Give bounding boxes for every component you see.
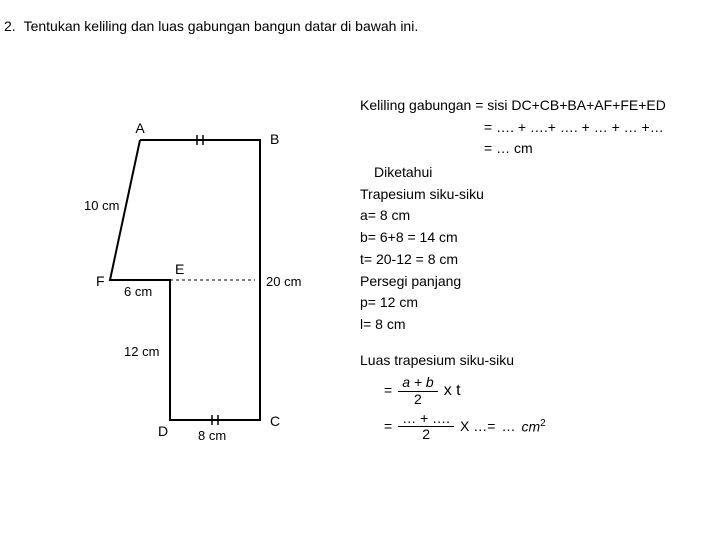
trapesium-heading: Trapesium siku-siku <box>360 184 710 206</box>
diagram-svg: A B C D E F 10 cm 6 cm 20 cm 12 cm 8 cm <box>70 130 330 490</box>
luas-heading: Luas trapesium siku-siku <box>360 350 710 372</box>
question-line: 2. Tentukan keliling dan luas gabungan b… <box>4 18 710 34</box>
question-text: Tentukan keliling dan luas gabungan bang… <box>24 18 419 34</box>
fraction-blank: … + …. 2 <box>398 411 454 443</box>
label-d: D <box>158 423 168 439</box>
luas-formula-1: = a + b 2 x t <box>360 375 710 407</box>
dim-bc-upper: 20 cm <box>266 274 301 289</box>
dim-ed-left: 12 cm <box>124 344 159 359</box>
frac2-num: … + …. <box>398 411 454 427</box>
question-number: 2. <box>4 18 16 34</box>
times-t: x t <box>444 379 461 404</box>
luas-formula-2: = … + …. 2 X …= … cm2 <box>360 411 710 443</box>
unit: cm2 <box>521 416 545 438</box>
times-blank: X …= <box>460 416 495 438</box>
keliling-fill-1: = …. + ….+ …. + … + … +… <box>360 117 710 139</box>
label-e: E <box>175 261 184 277</box>
dim-dc: 8 cm <box>198 428 226 443</box>
dim-ef: 6 cm <box>124 284 152 299</box>
fraction-ab: a + b 2 <box>398 375 438 407</box>
keliling-fill-2: = … cm <box>360 138 710 160</box>
trap-b: b= 6+8 = 14 cm <box>360 227 710 249</box>
unit-sq: 2 <box>540 418 546 429</box>
keliling-title: Keliling gabungan = sisi DC+CB+BA+AF+FE+… <box>360 95 710 117</box>
rect-l: l= 8 cm <box>360 314 710 336</box>
equals-2: = <box>384 416 392 438</box>
label-a: A <box>135 120 145 136</box>
label-c: C <box>270 413 280 429</box>
solution-text: Keliling gabungan = sisi DC+CB+BA+AF+FE+… <box>360 95 710 443</box>
trap-t: t= 20-12 = 8 cm <box>360 249 710 271</box>
rect-p: p= 12 cm <box>360 292 710 314</box>
frac1-den: 2 <box>410 392 426 407</box>
geometry-diagram: A B C D E F 10 cm 6 cm 20 cm 12 cm 8 cm <box>70 130 330 490</box>
frac1-num: a + b <box>398 375 438 391</box>
trap-a: a= 8 cm <box>360 205 710 227</box>
diketahui-heading: Diketahui <box>360 162 710 184</box>
dim-af: 10 cm <box>84 198 119 213</box>
label-f: F <box>96 273 105 289</box>
unit-cm: cm <box>521 418 540 434</box>
result-dots: … <box>501 416 515 438</box>
frac2-den: 2 <box>418 427 434 442</box>
equals-1: = <box>384 380 392 402</box>
label-b: B <box>270 131 279 147</box>
rect-heading: Persegi panjang <box>360 271 710 293</box>
